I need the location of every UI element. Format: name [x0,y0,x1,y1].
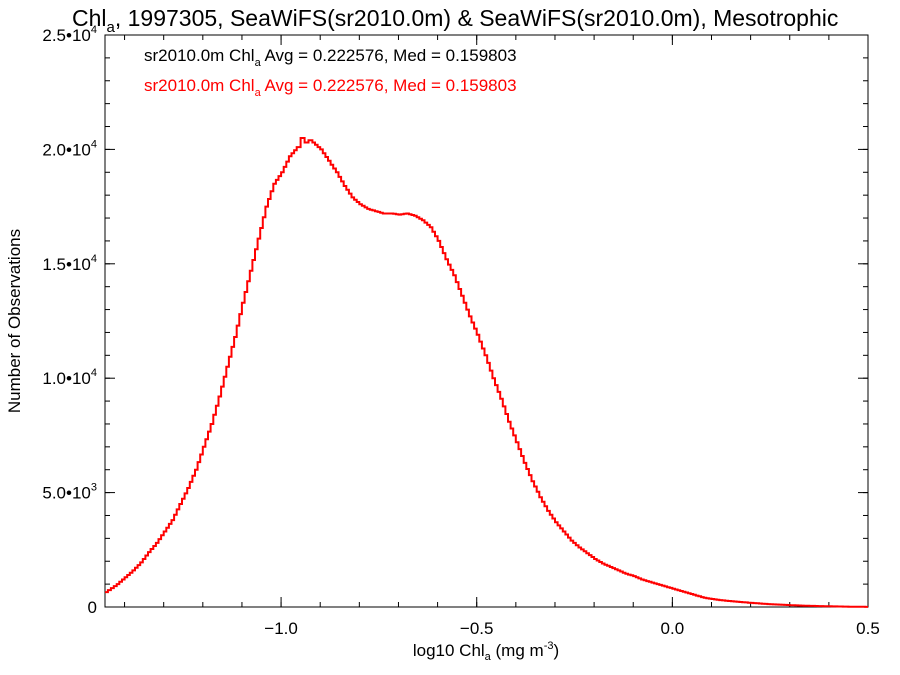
y-tick-label: 2.5•104 [42,24,97,45]
y-tick-label: 2.0•104 [42,138,97,159]
x-axis-label-mid: (mg m [491,641,544,660]
series-group [105,137,868,608]
y-tick-label: 5.0•103 [42,482,97,503]
x-axis-label-post: ) [553,641,559,660]
series-line [105,137,868,608]
x-tick-label: −0.5 [460,619,494,638]
x-tick-label: 0.0 [661,619,685,638]
y-tick-label: 0 [88,598,97,617]
legend: sr2010.0m Chla Avg = 0.222576, Med = 0.1… [144,46,517,99]
axis-ticks [105,34,869,608]
axis-tick-labels: −1.0 −0.5 0.0 0.5 0 5.0•103 1.0•104 1.5•104 2.0•… [42,24,879,638]
x-axis-label-subscript: a [485,651,492,663]
x-tick-label: −1.0 [264,619,298,638]
y-tick-label: 1.0•104 [42,367,97,388]
chart-title-subscript: a [107,19,116,36]
x-tick-label: 0.5 [856,619,880,638]
chart-title-main: Chl [72,5,107,31]
x-axis-label-superscript: -3 [544,640,554,652]
plot-frame [104,34,869,608]
legend-entry: sr2010.0m Chla Avg = 0.222576, Med = 0.1… [144,76,517,99]
chart-title: Chla, 1997305, SeaWiFS(sr2010.0m) & SeaW… [72,5,838,36]
y-tick-label: 1.5•104 [42,253,97,274]
chart-title-rest: , 1997305, SeaWiFS(sr2010.0m) & SeaWiFS(… [115,5,839,31]
y-axis-label: Number of Observations [5,229,24,413]
legend-entry: sr2010.0m Chla Avg = 0.222576, Med = 0.1… [144,46,517,69]
x-axis-label: log10 Chla (mg m-3) [413,640,559,663]
x-axis-label-pre: log10 Chl [413,641,485,660]
